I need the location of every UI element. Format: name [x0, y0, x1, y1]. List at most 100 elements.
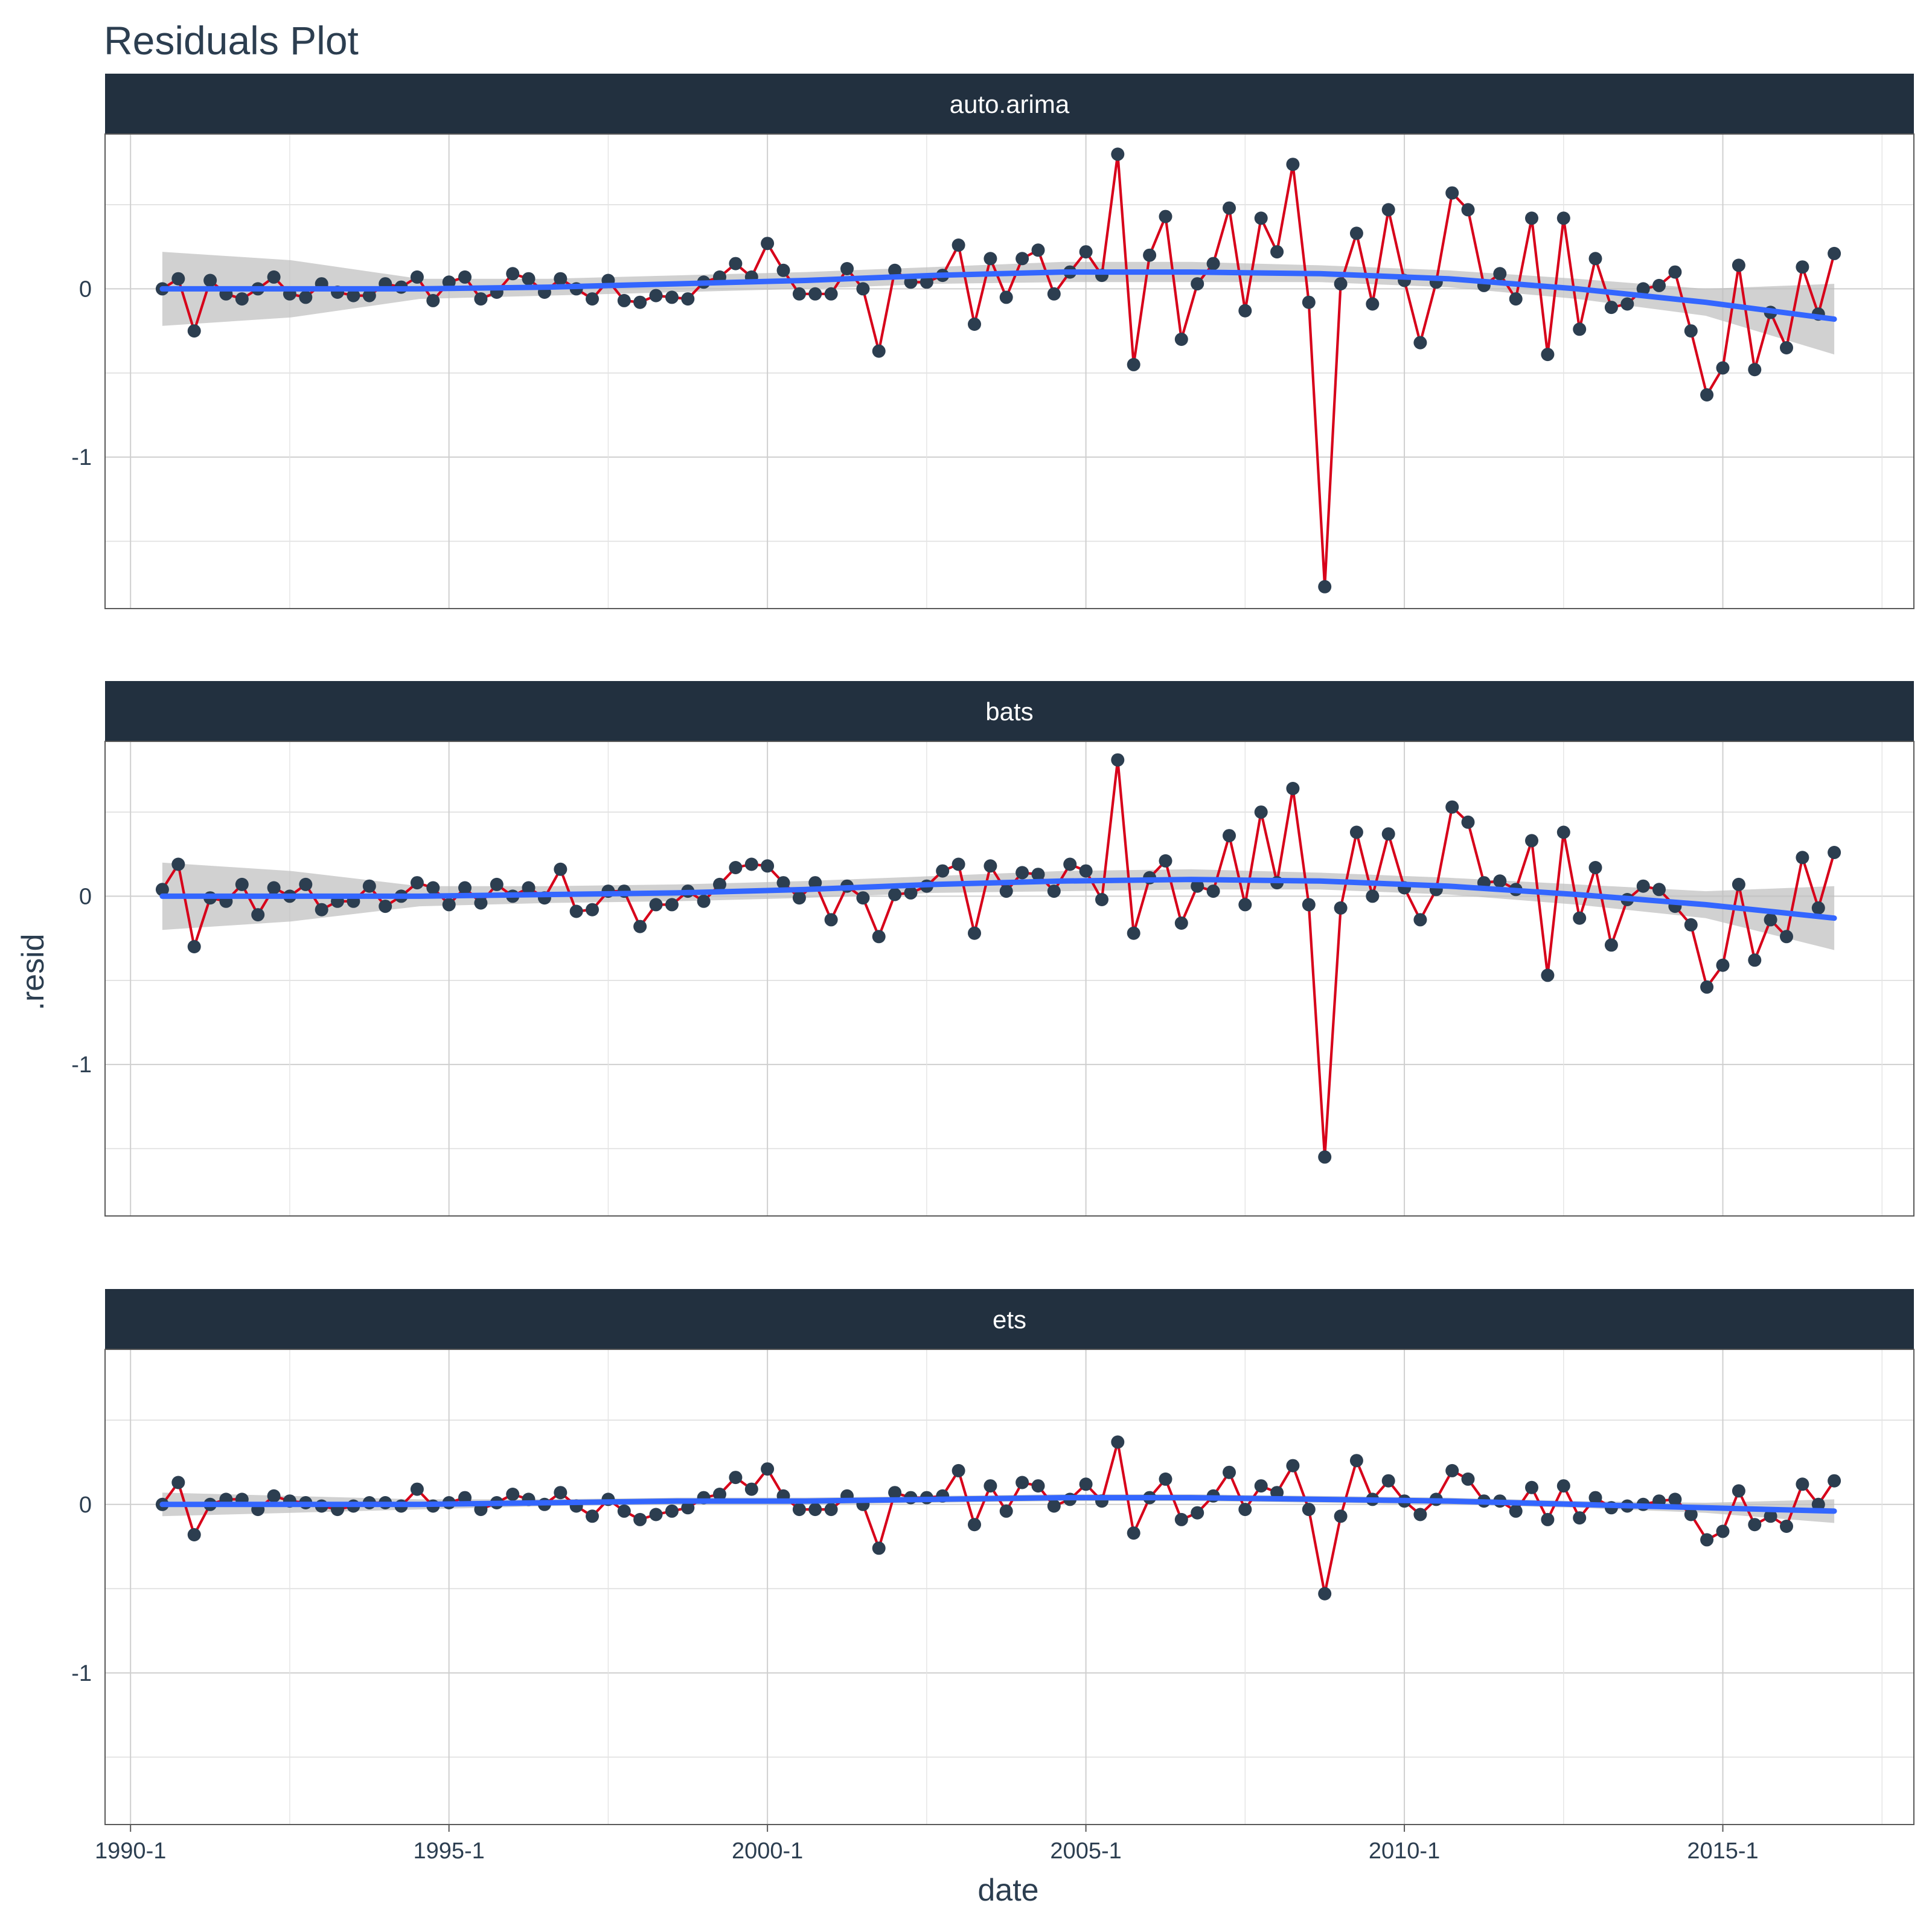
- residual-point: [410, 270, 424, 284]
- residual-point: [474, 896, 488, 910]
- residual-point: [1716, 958, 1730, 972]
- residual-point: [251, 908, 265, 922]
- residual-point: [1413, 913, 1427, 927]
- residual-point: [1270, 1486, 1284, 1500]
- residual-point: [1223, 829, 1236, 843]
- residual-point: [999, 884, 1013, 898]
- residual-point: [617, 1504, 631, 1518]
- residual-point: [665, 898, 679, 912]
- residual-point: [1700, 980, 1714, 994]
- residual-point: [426, 881, 440, 895]
- facet-strip-label: ets: [993, 1305, 1026, 1334]
- smooth-confidence-band: [162, 252, 1835, 355]
- residual-point: [1286, 1459, 1300, 1473]
- residual-point: [1302, 1503, 1316, 1517]
- residual-point: [1334, 277, 1348, 291]
- residual-point: [1636, 879, 1650, 893]
- residual-point: [1541, 1512, 1555, 1526]
- residual-point: [1556, 1479, 1570, 1493]
- residual-point: [1286, 158, 1300, 171]
- residual-point: [1811, 901, 1825, 915]
- residual-point: [1732, 258, 1745, 272]
- residual-point: [474, 292, 488, 306]
- residual-point: [1349, 825, 1363, 839]
- residual-point: [1174, 916, 1188, 930]
- residual-point: [171, 1476, 185, 1489]
- panel-border: [104, 741, 1914, 1217]
- residual-point: [1286, 782, 1300, 795]
- residual-point: [1604, 938, 1618, 952]
- residual-point: [1031, 243, 1045, 257]
- residual-point: [1588, 1491, 1602, 1505]
- residual-point: [984, 1479, 997, 1493]
- gridlines: [105, 741, 1914, 1216]
- residual-point: [1588, 861, 1602, 874]
- residual-point: [1191, 879, 1204, 893]
- residual-point: [633, 295, 647, 309]
- residual-point: [1111, 753, 1125, 767]
- gridlines: [105, 134, 1914, 609]
- residual-point: [1111, 147, 1125, 161]
- residual-point: [1302, 898, 1316, 912]
- residual-point: [633, 1512, 647, 1526]
- residual-point: [267, 270, 281, 284]
- residual-point: [410, 1482, 424, 1496]
- residual-point: [824, 913, 838, 927]
- residual-point: [808, 876, 822, 890]
- residual-point: [187, 324, 201, 338]
- residual-point: [315, 903, 328, 916]
- residual-point: [1461, 203, 1475, 217]
- residual-point: [744, 857, 758, 871]
- residual-point: [554, 272, 568, 286]
- residual-point: [888, 888, 902, 901]
- x-tick-label: 1990-1: [95, 1838, 166, 1864]
- residual-point: [1254, 211, 1268, 225]
- residual-point: [824, 1503, 838, 1517]
- residual-point: [187, 940, 201, 953]
- residual-point: [1556, 211, 1570, 225]
- residual-point: [681, 292, 695, 306]
- residual-point: [713, 1488, 726, 1501]
- residual-point: [1541, 968, 1555, 982]
- residual-point: [1828, 846, 1841, 859]
- residual-point: [442, 898, 456, 912]
- residual-point: [299, 290, 313, 304]
- residual-point: [1764, 1509, 1777, 1523]
- residual-point: [729, 861, 743, 874]
- residual-point: [1684, 918, 1698, 932]
- residual-point: [1493, 874, 1507, 888]
- residual-point: [362, 289, 376, 302]
- residual-point: [649, 1508, 663, 1521]
- residual-point: [1445, 1463, 1459, 1477]
- residual-point: [681, 1501, 695, 1515]
- residual-point: [808, 287, 822, 301]
- residual-point: [586, 903, 599, 916]
- residual-point: [792, 891, 806, 905]
- residual-point: [920, 275, 933, 289]
- residual-point: [1270, 245, 1284, 259]
- residual-point: [1684, 324, 1698, 338]
- facet-strip-label: bats: [985, 697, 1033, 726]
- residual-point: [1079, 1477, 1093, 1491]
- x-tick-label: 2000-1: [732, 1838, 803, 1864]
- residual-point: [1732, 877, 1745, 891]
- residual-point: [776, 263, 790, 277]
- residual-point: [1206, 257, 1220, 270]
- residual-point: [1174, 1512, 1188, 1526]
- residual-point: [888, 263, 902, 277]
- residual-point: [665, 290, 679, 304]
- residual-point: [1780, 1520, 1793, 1533]
- panel-bats: bats 0 -1: [71, 681, 1914, 1217]
- residual-point: [362, 879, 376, 893]
- residual-points: [155, 753, 1841, 1164]
- residual-point: [1031, 1479, 1045, 1493]
- residual-point: [633, 920, 647, 933]
- residual-line: [161, 153, 1836, 588]
- residual-point: [904, 886, 918, 900]
- residual-point: [1652, 883, 1666, 897]
- chart-title: Residuals Plot: [104, 18, 359, 63]
- residual-point: [776, 876, 790, 890]
- panel-border: [104, 1349, 1914, 1825]
- residual-point: [522, 272, 536, 286]
